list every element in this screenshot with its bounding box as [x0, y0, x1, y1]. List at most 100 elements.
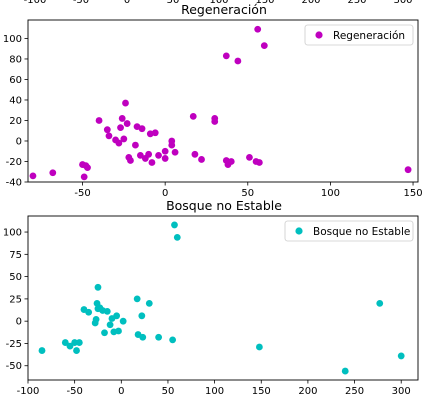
- x-tick-label: -50: [74, 188, 90, 199]
- y-tick-label: 80: [9, 54, 22, 65]
- x-tick-label: 150: [252, 386, 271, 397]
- data-point: [106, 321, 114, 329]
- plot-area-bosque-no-estable: -100 -50 0 50 100 150 200 250 300 -50 -25 0 25 50 75 10…: [3, 215, 419, 397]
- data-point: [234, 57, 242, 65]
- data-point: [255, 343, 263, 351]
- data-point: [171, 221, 178, 229]
- data-point: [145, 299, 153, 307]
- x-tick-label: 150: [403, 188, 422, 199]
- data-point: [211, 118, 219, 125]
- y-tick-label: -50: [6, 361, 22, 372]
- data-point: [168, 141, 176, 149]
- y-tick-label: 25: [9, 294, 22, 305]
- data-point: [222, 52, 230, 60]
- legend-label: Regeneración: [333, 30, 405, 42]
- data-point: [71, 339, 79, 346]
- top-stray-tick-label: -50: [73, 0, 89, 6]
- y-tick-label: -25: [6, 339, 22, 350]
- data-point: [115, 327, 122, 335]
- legend-box: [284, 220, 414, 242]
- data-point: [95, 117, 103, 124]
- y-tick-label: 75: [9, 250, 22, 261]
- top-stray-tick-label: -100: [24, 0, 47, 6]
- top-stray-tick-label: 200: [301, 0, 320, 6]
- data-point: [84, 164, 91, 172]
- x-tick-label: 100: [321, 188, 340, 199]
- axes-frame: [27, 19, 419, 183]
- data-point: [75, 339, 83, 346]
- legend-label: Bosque no Estable: [313, 226, 410, 238]
- axes-frame: [27, 215, 419, 381]
- data-point: [404, 166, 412, 174]
- x-tick-label: 50: [241, 188, 254, 199]
- x-tick-label: -100: [17, 386, 40, 397]
- data-point: [117, 124, 124, 132]
- y-tick-label: 100: [3, 228, 22, 239]
- data-point: [119, 317, 127, 325]
- y-tick-label: 40: [9, 95, 22, 106]
- data-point: [94, 283, 102, 291]
- legend-box: [304, 24, 414, 46]
- data-point: [113, 312, 121, 320]
- top-stray-tick-label: 100: [209, 0, 228, 6]
- data-point: [123, 120, 131, 127]
- top-stray-tick-label: 300: [393, 0, 412, 6]
- data-point: [260, 42, 268, 50]
- data-point: [397, 352, 405, 360]
- y-tick-label: 60: [9, 75, 22, 86]
- data-point: [103, 126, 111, 134]
- data-point: [341, 367, 349, 375]
- y-tick-label: 50: [9, 272, 22, 283]
- data-point: [173, 233, 181, 241]
- data-point: [127, 157, 134, 164]
- data-point: [161, 155, 169, 162]
- data-point: [376, 299, 384, 307]
- data-point: [139, 333, 147, 341]
- y-tick-label: 100: [3, 34, 22, 45]
- data-point: [198, 156, 205, 163]
- data-point: [115, 139, 123, 147]
- y-tick-label: 0: [16, 136, 22, 147]
- data-point: [136, 151, 144, 159]
- data-point: [155, 333, 163, 341]
- data-point: [151, 129, 159, 137]
- chart-title-regeneracion: Regeneración: [181, 2, 267, 17]
- data-point: [29, 172, 37, 180]
- data-point: [122, 99, 129, 107]
- x-tick-label: 0: [162, 188, 168, 199]
- data-point: [227, 158, 235, 165]
- data-point: [118, 115, 126, 122]
- data-point: [85, 308, 93, 316]
- data-point: [145, 150, 153, 158]
- data-point: [138, 125, 146, 133]
- data-point: [138, 312, 146, 320]
- x-tick-label: 0: [118, 386, 124, 397]
- x-tick-label: 100: [205, 386, 224, 397]
- x-tick-label: 300: [392, 386, 411, 397]
- data-point: [101, 329, 108, 337]
- data-point: [171, 148, 179, 156]
- data-point: [66, 342, 74, 350]
- data-point: [132, 141, 139, 149]
- top-stray-tick-label: 150: [255, 0, 274, 6]
- top-stray-tick-label: 50: [167, 0, 180, 6]
- data-point: [80, 173, 88, 181]
- data-point: [49, 169, 57, 177]
- legend: Regeneración: [304, 24, 414, 46]
- y-tick-label: -40: [6, 178, 22, 189]
- data-point: [191, 150, 199, 158]
- data-point: [105, 132, 113, 140]
- x-tick-label: 250: [345, 386, 364, 397]
- legend-marker: [295, 227, 303, 235]
- data-point: [255, 159, 263, 166]
- data-point: [38, 347, 46, 354]
- top-stray-tick-labels: -100 -50 0 50 100 150 200 250 300: [24, 0, 413, 6]
- data-point: [103, 307, 111, 315]
- x-tick-label: 50: [162, 386, 175, 397]
- y-tick-label: 0: [16, 317, 22, 328]
- data-point: [73, 347, 80, 354]
- data-point: [161, 147, 169, 155]
- top-stray-tick-label: 250: [347, 0, 366, 6]
- data-point: [92, 315, 100, 323]
